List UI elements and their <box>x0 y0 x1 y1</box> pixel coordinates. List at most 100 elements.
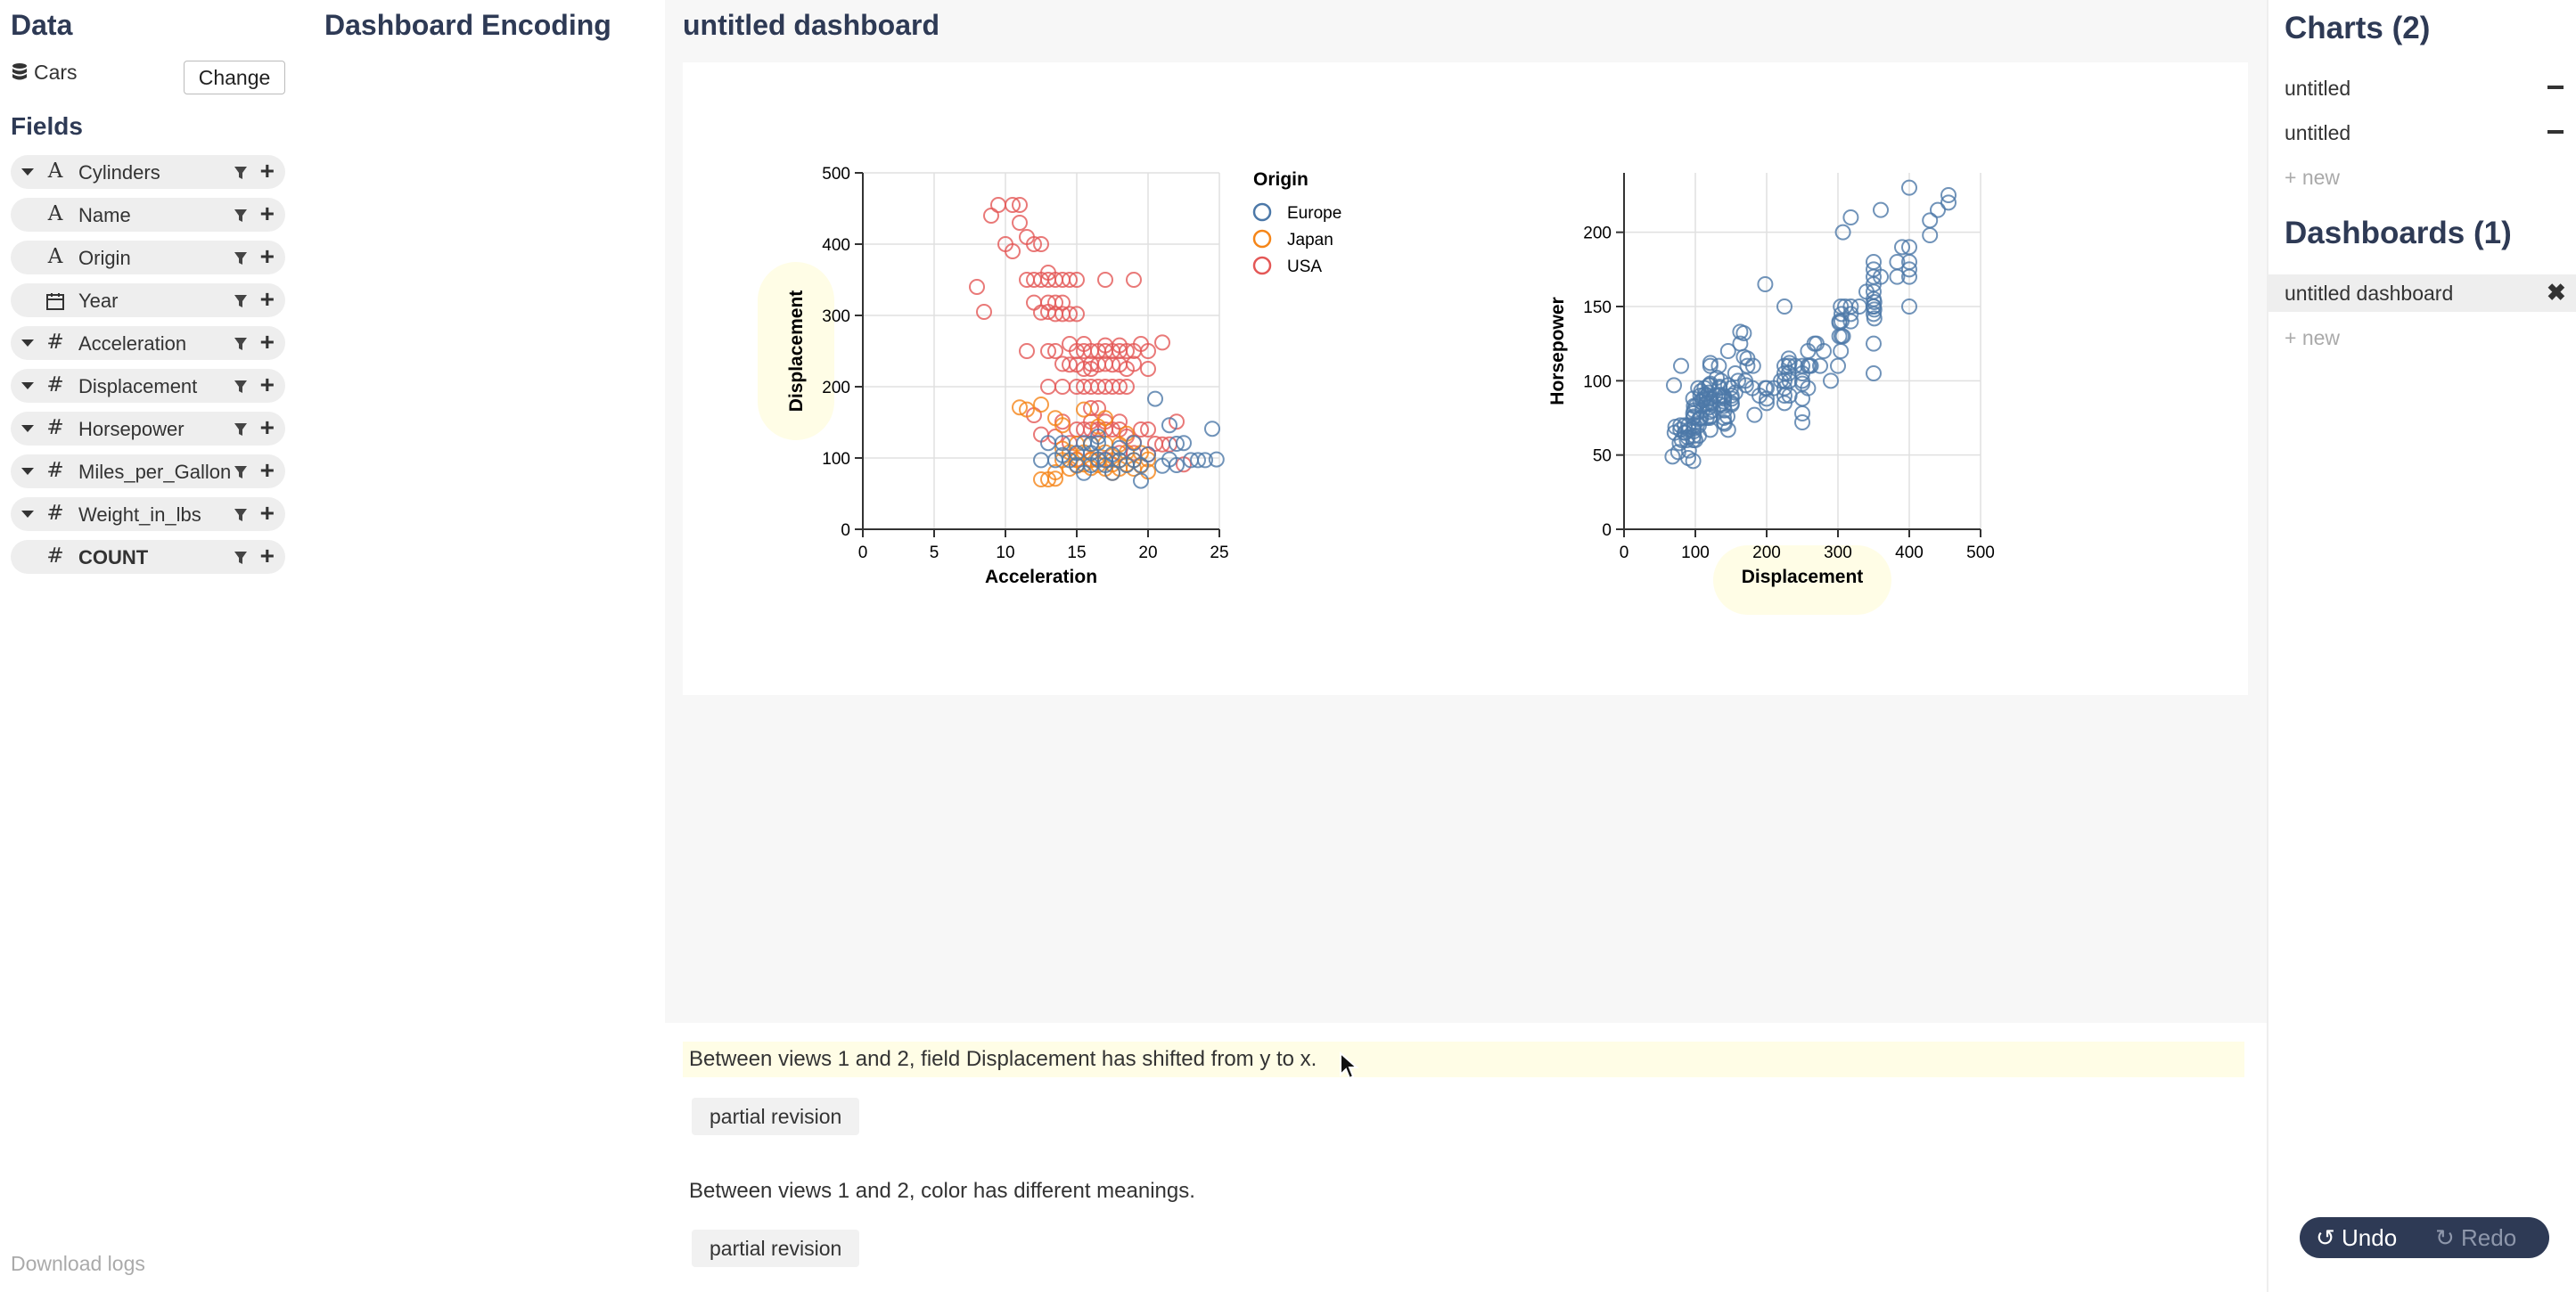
partial-revision-button-2[interactable]: partial revision <box>692 1230 860 1267</box>
caret-down-icon[interactable] <box>21 511 34 518</box>
data-panel-title: Data <box>11 9 73 41</box>
close-icon[interactable]: ✖ <box>2547 279 2566 306</box>
field-pill[interactable]: # Displacement + <box>11 369 285 403</box>
field-name: Origin <box>78 247 131 269</box>
x-tick-label: 100 <box>1681 544 1710 562</box>
add-field-icon[interactable]: + <box>259 542 275 569</box>
dashboard-list-item-selected[interactable] <box>2268 274 2576 312</box>
redo-label: Redo <box>2461 1224 2517 1251</box>
nominal-type-icon: A <box>47 245 63 268</box>
filter-icon[interactable] <box>234 251 248 266</box>
data-point <box>1719 343 1736 359</box>
new-dashboard-link[interactable]: + new <box>2285 326 2341 349</box>
field-name: Cylinders <box>78 161 160 184</box>
add-field-icon[interactable]: + <box>259 242 275 270</box>
field-pill[interactable]: A Name + <box>11 198 285 232</box>
chart-list-item[interactable]: untitled <box>2285 77 2351 100</box>
caret-down-icon[interactable] <box>21 168 34 176</box>
add-field-icon[interactable]: + <box>259 200 275 227</box>
nominal-type-icon: A <box>47 202 63 225</box>
chart-list-item[interactable]: untitled <box>2285 121 2351 144</box>
filter-icon[interactable] <box>234 508 248 522</box>
data-point <box>1823 372 1839 389</box>
data-point <box>1033 397 1049 413</box>
data-point <box>1922 212 1939 229</box>
data-point <box>1047 294 1063 311</box>
quantitative-type-icon: # <box>46 502 64 525</box>
filter-icon[interactable] <box>234 166 248 180</box>
data-point <box>1005 243 1021 259</box>
axis-highlight <box>758 262 834 440</box>
undo-button[interactable]: ↺ Undo <box>2316 1224 2397 1252</box>
data-point <box>1040 343 1056 359</box>
y-tick-label: 0 <box>841 521 850 540</box>
data-point <box>1873 268 1889 285</box>
field-name: Acceleration <box>78 332 187 355</box>
field-pill[interactable]: # COUNT + <box>11 540 285 574</box>
add-field-icon[interactable]: + <box>259 456 275 484</box>
data-point <box>1866 254 1882 270</box>
filter-icon[interactable] <box>234 422 248 437</box>
data-point <box>1894 239 1910 256</box>
data-point <box>1787 357 1803 374</box>
x-tick-label: 500 <box>1966 544 1995 562</box>
data-point <box>976 304 992 320</box>
add-field-icon[interactable]: + <box>259 371 275 398</box>
data-point <box>1866 298 1882 315</box>
dashboard-list-item[interactable]: untitled dashboard <box>2285 282 2454 305</box>
add-field-icon[interactable]: + <box>259 328 275 356</box>
field-pill[interactable]: # Acceleration + <box>11 326 285 360</box>
caret-down-icon[interactable] <box>21 425 34 432</box>
x-tick-label: 400 <box>1895 544 1924 562</box>
data-point <box>1858 283 1875 300</box>
data-point <box>1197 452 1213 469</box>
partial-revision-button-1[interactable]: partial revision <box>692 1098 860 1135</box>
data-point <box>1190 452 1206 469</box>
dashboard-title[interactable]: untitled dashboard <box>683 9 939 41</box>
data-point <box>1154 334 1170 351</box>
undo-icon: ↺ <box>2316 1224 2335 1251</box>
data-point <box>1901 298 1917 315</box>
data-point <box>1794 357 1810 374</box>
legend-symbol <box>1252 202 1272 222</box>
change-dataset-button[interactable]: Change <box>184 61 285 94</box>
data-point <box>1069 306 1085 323</box>
data-point <box>1727 384 1743 401</box>
data-point <box>1076 401 1092 418</box>
data-point <box>1752 388 1768 404</box>
caret-down-icon[interactable] <box>21 468 34 475</box>
y-tick-label: 0 <box>1602 521 1612 540</box>
data-point <box>1812 357 1828 374</box>
add-field-icon[interactable]: + <box>259 157 275 184</box>
data-point <box>1176 435 1192 452</box>
field-pill[interactable]: Year + <box>11 283 285 317</box>
caret-down-icon[interactable] <box>21 382 34 389</box>
new-chart-link[interactable]: + new <box>2285 166 2341 189</box>
data-point <box>1090 435 1106 452</box>
field-pill[interactable]: A Origin + <box>11 241 285 274</box>
legend-symbol <box>1252 256 1272 275</box>
download-logs-link[interactable]: Download logs <box>11 1252 145 1275</box>
data-point <box>1794 414 1810 430</box>
filter-icon[interactable] <box>234 294 248 308</box>
remove-chart-icon[interactable] <box>2547 130 2564 134</box>
filter-icon[interactable] <box>234 209 248 223</box>
filter-icon[interactable] <box>234 551 248 565</box>
add-field-icon[interactable]: + <box>259 499 275 527</box>
field-pill[interactable]: # Horsepower + <box>11 412 285 446</box>
field-pill[interactable]: # Miles_per_Gallon + <box>11 454 285 488</box>
data-point <box>1169 436 1185 452</box>
redo-button[interactable]: ↻ Redo <box>2435 1224 2516 1252</box>
filter-icon[interactable] <box>234 380 248 394</box>
field-pill[interactable]: A Cylinders + <box>11 155 285 189</box>
caret-down-icon[interactable] <box>21 339 34 347</box>
field-pill[interactable]: # Weight_in_lbs + <box>11 497 285 531</box>
data-point <box>1140 343 1156 359</box>
data-point <box>1019 401 1035 418</box>
filter-icon[interactable] <box>234 465 248 479</box>
add-field-icon[interactable]: + <box>259 413 275 441</box>
remove-chart-icon[interactable] <box>2547 86 2564 89</box>
add-field-icon[interactable]: + <box>259 285 275 313</box>
legend-label: USA <box>1287 258 1322 276</box>
filter-icon[interactable] <box>234 337 248 351</box>
